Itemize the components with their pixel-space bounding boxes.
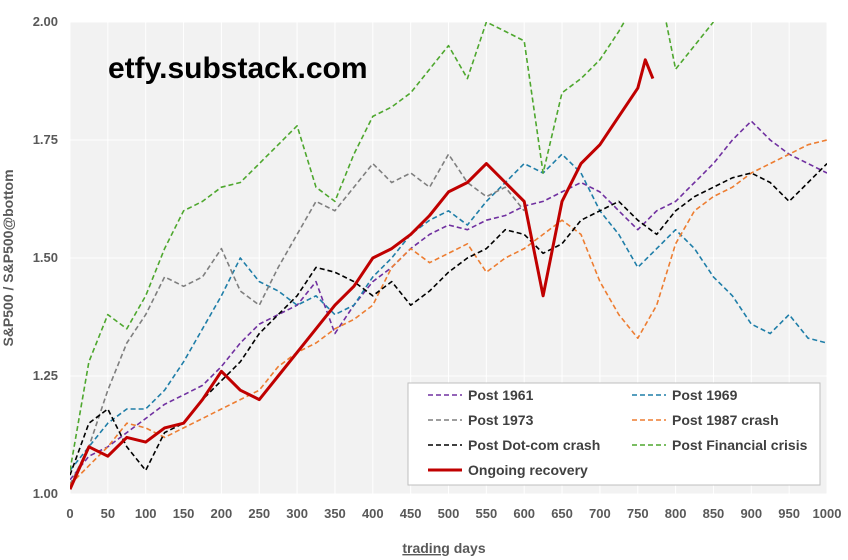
- legend-label-post-1987-crash: Post 1987 crash: [672, 412, 779, 428]
- series-line-post-1973: [70, 153, 525, 485]
- series-line-post-1969: [70, 153, 827, 471]
- x-tick-label: 150: [173, 506, 195, 521]
- x-tick-label: 650: [551, 506, 573, 521]
- y-tick-label: 1.75: [33, 132, 58, 147]
- x-tick-label: 300: [286, 506, 308, 521]
- x-tick-label: 400: [362, 506, 384, 521]
- y-tick-label: 2.00: [33, 14, 58, 29]
- x-tick-label: 250: [248, 506, 270, 521]
- legend-box: [407, 382, 821, 486]
- x-tick-label: 50: [101, 506, 115, 521]
- x-tick-label: 100: [135, 506, 157, 521]
- x-tick-label: 350: [324, 506, 346, 521]
- y-tick-label: 1.50: [33, 250, 58, 265]
- x-tick-label: 1000: [813, 506, 842, 521]
- x-tick-label: 850: [703, 506, 725, 521]
- x-tick-label: 500: [438, 506, 460, 521]
- legend-label-post-dot-com-crash: Post Dot-com crash: [468, 437, 600, 453]
- legend-label-post-financial-crisis: Post Financial crisis: [672, 437, 808, 453]
- x-axis-title: trading days: [402, 540, 485, 556]
- x-axis-title-underlined: trading: [402, 540, 449, 556]
- x-tick-label: 450: [400, 506, 422, 521]
- x-tick-label: 750: [627, 506, 649, 521]
- x-tick-label: 550: [475, 506, 497, 521]
- x-tick-label: 800: [665, 506, 687, 521]
- series-lines: [70, 22, 827, 490]
- x-tick-label: 600: [513, 506, 535, 521]
- x-tick-label: 200: [211, 506, 233, 521]
- legend-label-post-1969: Post 1969: [672, 387, 738, 403]
- x-axis-title-rest: days: [450, 540, 486, 556]
- x-tick-label: 900: [740, 506, 762, 521]
- legend: Post 1961 Post 1969 Post 1973 Post 1987 cra…: [407, 382, 821, 486]
- series-line-ongoing-recovery: [70, 58, 655, 490]
- legend-label-ongoing-recovery: Ongoing recovery: [468, 462, 588, 478]
- x-tick-label: 700: [589, 506, 611, 521]
- y-axis-title: S&P500 / S&P500@bottom: [0, 169, 16, 346]
- x-tick-label: 0: [66, 506, 73, 521]
- x-tick-label: 950: [778, 506, 800, 521]
- y-tick-label: 1.25: [33, 368, 58, 383]
- tick-labels: 1.00 1.25 1.50 1.75 2.00 0 50 100 150 200 250 300 35…: [33, 14, 842, 521]
- series-line-post-financial-crisis: [70, 22, 715, 471]
- y-tick-label: 1.00: [33, 486, 58, 501]
- series-line-post-1961: [70, 120, 827, 481]
- legend-label-post-1961: Post 1961: [468, 387, 534, 403]
- legend-label-post-1973: Post 1973: [468, 412, 534, 428]
- watermark: etfy.substack.com: [108, 52, 368, 85]
- legend-items: Post 1961 Post 1969 Post 1973 Post 1987 cra…: [428, 387, 808, 478]
